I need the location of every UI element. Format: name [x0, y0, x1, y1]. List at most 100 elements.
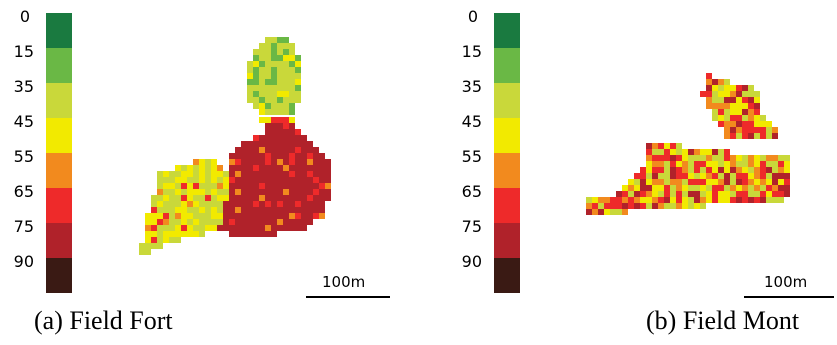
map-cell	[169, 237, 175, 243]
map-cell	[253, 141, 259, 147]
map-cell	[724, 103, 730, 109]
map-cell	[724, 155, 730, 161]
map-cell	[289, 219, 295, 225]
map-cell	[313, 177, 319, 183]
map-cell	[301, 219, 307, 225]
map-cell	[784, 179, 790, 185]
map-cell	[223, 201, 229, 207]
map-cell	[778, 197, 784, 203]
map-cell	[241, 165, 247, 171]
map-cell	[736, 127, 742, 133]
map-cell	[175, 171, 181, 177]
map-cell	[271, 123, 277, 129]
map-cell	[652, 173, 658, 179]
map-cell	[277, 201, 283, 207]
map-cell	[271, 67, 277, 73]
map-cell	[253, 195, 259, 201]
legend-label: 35	[13, 77, 34, 96]
map-cell	[301, 153, 307, 159]
map-cell	[730, 103, 736, 109]
map-cell	[259, 213, 265, 219]
map-cell	[736, 115, 742, 121]
map-cell	[241, 195, 247, 201]
map-cell	[289, 61, 295, 67]
map-cell	[748, 155, 754, 161]
map-cell	[301, 171, 307, 177]
legend-swatch	[46, 258, 72, 293]
map-cell	[730, 167, 736, 173]
map-cell	[706, 85, 712, 91]
map-cell	[682, 203, 688, 209]
map-cell	[604, 197, 610, 203]
map-cell	[235, 171, 241, 177]
map-cell	[736, 197, 742, 203]
map-cell	[754, 103, 760, 109]
map-cell	[670, 191, 676, 197]
scale-bar	[744, 296, 834, 298]
map-cell	[682, 191, 688, 197]
map-cell	[724, 179, 730, 185]
map-cell	[193, 231, 199, 237]
map-cell	[682, 185, 688, 191]
map-cell	[766, 155, 772, 161]
map-cell	[235, 153, 241, 159]
map-cell	[712, 173, 718, 179]
legend-swatch	[494, 188, 520, 223]
map-cell	[301, 207, 307, 213]
map-cell	[235, 207, 241, 213]
map-cell	[307, 171, 313, 177]
legend-label: 0	[19, 7, 30, 26]
map-cell	[289, 183, 295, 189]
map-cell	[223, 189, 229, 195]
map-cell	[616, 191, 622, 197]
map-cell	[181, 213, 187, 219]
map-cell	[307, 219, 313, 225]
map-cell	[265, 147, 271, 153]
map-cell	[742, 85, 748, 91]
map-cell	[289, 129, 295, 135]
map-cell	[712, 167, 718, 173]
map-cell	[235, 189, 241, 195]
map-cell	[319, 171, 325, 177]
map-cell	[253, 225, 259, 231]
map-cell	[277, 103, 283, 109]
map-cell	[157, 231, 163, 237]
map-cell	[175, 225, 181, 231]
map-cell	[277, 109, 283, 115]
map-cell	[259, 201, 265, 207]
map-cell	[622, 191, 628, 197]
map-cell	[748, 191, 754, 197]
map-cell	[325, 195, 331, 201]
map-cell	[265, 43, 271, 49]
map-cell	[748, 97, 754, 103]
map-cell	[271, 207, 277, 213]
map-cell	[289, 43, 295, 49]
map-cell	[706, 79, 712, 85]
map-cell	[271, 49, 277, 55]
map-cell	[151, 195, 157, 201]
map-cell	[712, 115, 718, 121]
map-cell	[211, 207, 217, 213]
map-cell	[271, 201, 277, 207]
map-cell	[277, 165, 283, 171]
map-cell	[265, 213, 271, 219]
map-cell	[598, 203, 604, 209]
map-cell	[694, 191, 700, 197]
map-cell	[694, 155, 700, 161]
map-cell	[253, 49, 259, 55]
legend-label: 35	[461, 77, 482, 96]
map-cell	[259, 85, 265, 91]
map-cell	[265, 67, 271, 73]
map-cell	[217, 201, 223, 207]
map-cell	[259, 225, 265, 231]
map-cell	[712, 85, 718, 91]
map-cell	[307, 207, 313, 213]
map-cell	[742, 121, 748, 127]
map-cell	[241, 213, 247, 219]
map-cell	[247, 207, 253, 213]
map-cell	[664, 161, 670, 167]
map-cell	[778, 167, 784, 173]
map-cell	[289, 147, 295, 153]
map-cell	[670, 185, 676, 191]
map-cell	[736, 185, 742, 191]
